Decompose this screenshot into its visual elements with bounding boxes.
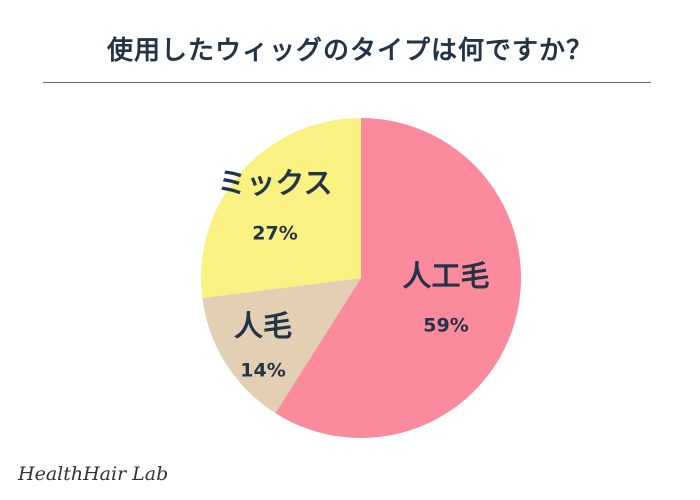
slice-percent-0: 59% xyxy=(423,315,468,337)
slice-percent-1: 14% xyxy=(240,360,285,382)
pie-slice-2 xyxy=(200,118,361,299)
brand-logo-text: HealthHair Lab xyxy=(18,463,169,485)
slice-label-0: 人工毛 xyxy=(402,259,489,293)
chart-title: 使用したウィッグのタイプは何ですか？ xyxy=(106,36,593,66)
pie-slice-0 xyxy=(275,118,521,438)
slice-label-1: 人毛 xyxy=(234,309,292,343)
slice-percent-2: 27% xyxy=(252,223,297,245)
title-divider xyxy=(43,82,651,83)
slice-label-2: ミックス xyxy=(217,166,332,200)
pie-slice-1 xyxy=(202,278,361,414)
